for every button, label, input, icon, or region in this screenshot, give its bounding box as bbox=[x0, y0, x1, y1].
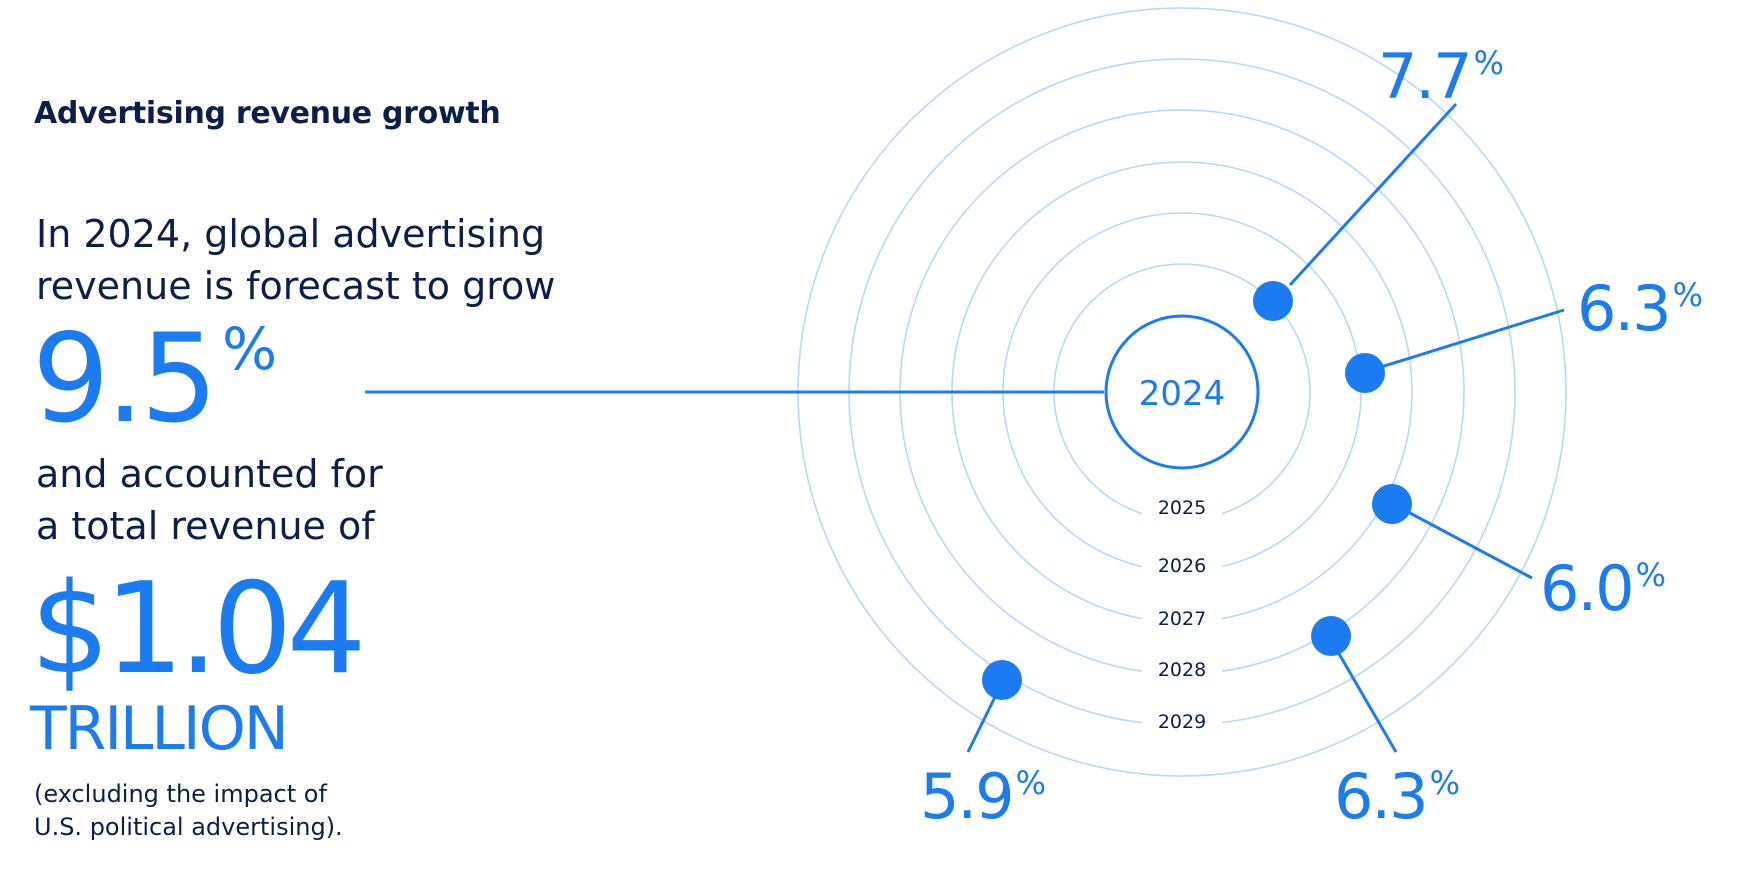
footnote: (excluding the impact of U.S. political … bbox=[34, 778, 343, 844]
lead2-text: and accounted for a total revenue of bbox=[36, 448, 383, 552]
value-label-2025: 7.7% bbox=[1378, 40, 1503, 113]
value-label-unit-2026: % bbox=[1673, 276, 1702, 314]
value-label-number-2026: 6.3 bbox=[1577, 272, 1670, 345]
center-circle bbox=[1104, 314, 1260, 470]
ring-year-label-2028: 2028 bbox=[1158, 659, 1206, 681]
value-label-unit-2027: % bbox=[1636, 556, 1665, 594]
ring-year-label-2029: 2029 bbox=[1158, 711, 1206, 733]
value-label-number-2028: 6.3 bbox=[1334, 760, 1427, 833]
data-point-2026 bbox=[1345, 353, 1385, 393]
value-label-number-2029: 5.9 bbox=[920, 760, 1013, 833]
footnote-line-1: (excluding the impact of bbox=[34, 780, 327, 808]
ring-label-bg-2028 bbox=[1142, 655, 1222, 683]
data-point-2028 bbox=[1311, 616, 1351, 656]
headline-growth-unit: % bbox=[222, 315, 278, 383]
center-year-label: 2024 bbox=[1139, 374, 1226, 414]
lead2-line-2: a total revenue of bbox=[36, 504, 375, 548]
value-label-2029: 5.9% bbox=[920, 760, 1045, 833]
ring-label-bg-2029 bbox=[1142, 707, 1222, 735]
lead-line-2: revenue is forecast to grow bbox=[36, 264, 556, 308]
headline-revenue-unit: TRILLION bbox=[30, 694, 289, 764]
lead2-line-1: and accounted for bbox=[36, 452, 383, 496]
chart-title: Advertising revenue growth bbox=[34, 96, 501, 131]
footnote-line-2: U.S. political advertising). bbox=[34, 813, 343, 841]
value-label-unit-2025: % bbox=[1474, 44, 1503, 82]
value-label-number-2025: 7.7 bbox=[1378, 40, 1471, 113]
leader-line-2028 bbox=[1336, 651, 1398, 753]
ring-label-bg-2027 bbox=[1142, 604, 1222, 632]
value-label-number-2027: 6.0 bbox=[1540, 552, 1633, 625]
value-label-2028: 6.3% bbox=[1334, 760, 1459, 833]
text-panel: Advertising revenue growth In 2024, glob… bbox=[0, 0, 700, 878]
headline-growth: 9.5% bbox=[32, 315, 278, 462]
ring-label-bg-2025 bbox=[1142, 493, 1222, 521]
data-point-2025 bbox=[1253, 281, 1293, 321]
lead-line-1: In 2024, global advertising bbox=[36, 212, 546, 256]
ring-label-bg-2026 bbox=[1142, 551, 1222, 579]
lead-text: In 2024, global advertising revenue is f… bbox=[36, 208, 555, 312]
headline-growth-value: 9.5 bbox=[32, 308, 218, 450]
leader-line-2026 bbox=[1380, 308, 1565, 369]
headline-revenue-value: $1.04 bbox=[30, 555, 367, 702]
data-point-2029 bbox=[982, 660, 1022, 700]
value-label-2027: 6.0% bbox=[1540, 552, 1665, 625]
data-point-2027 bbox=[1372, 484, 1412, 524]
leader-line-2025 bbox=[1288, 102, 1458, 287]
ring-year-label-2025: 2025 bbox=[1158, 497, 1206, 519]
value-label-2026: 6.3% bbox=[1577, 272, 1702, 345]
ring-year-label-2026: 2026 bbox=[1158, 555, 1206, 577]
value-label-unit-2029: % bbox=[1016, 764, 1045, 802]
leader-line-2029 bbox=[966, 696, 997, 753]
value-label-unit-2028: % bbox=[1430, 764, 1459, 802]
leader-line-2027 bbox=[1407, 510, 1533, 580]
ring-year-label-2027: 2027 bbox=[1158, 608, 1206, 630]
